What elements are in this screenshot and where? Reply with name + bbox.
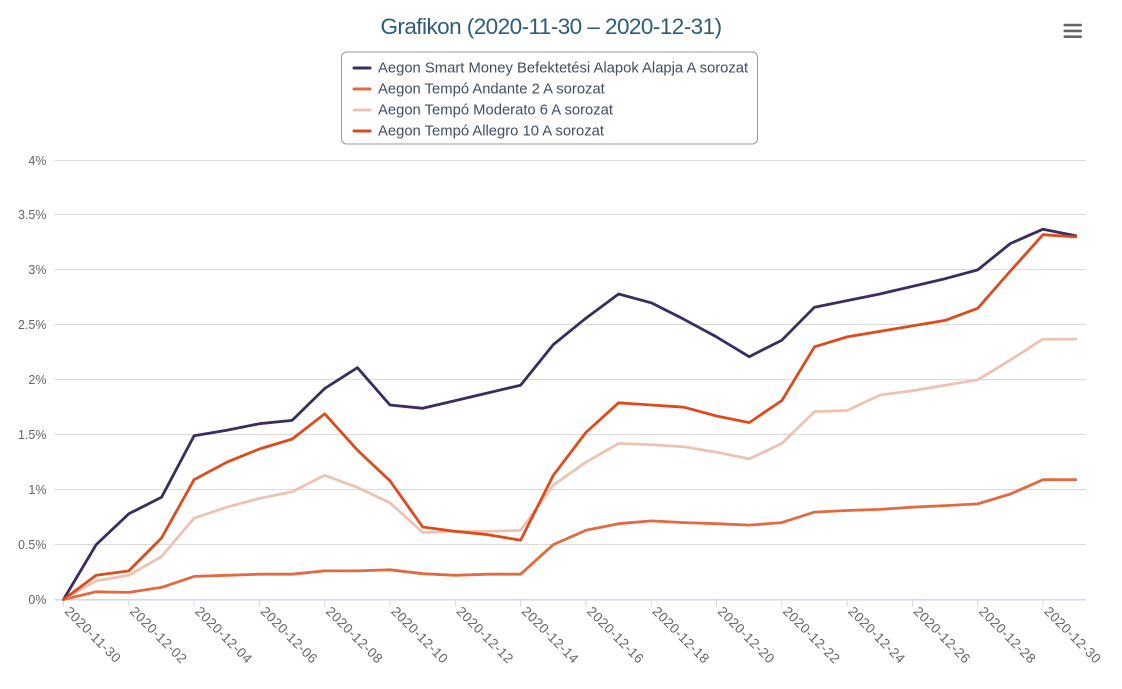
svg-text:3%: 3%: [28, 263, 46, 277]
svg-text:2%: 2%: [28, 373, 46, 387]
svg-text:Aegon Tempó Allegro 10 A soroz: Aegon Tempó Allegro 10 A sorozat: [378, 124, 604, 140]
svg-text:1.5%: 1.5%: [18, 428, 47, 442]
svg-text:Aegon Smart Money Befektetési: Aegon Smart Money Befektetési Alapok Ala…: [378, 61, 748, 77]
svg-text:0.5%: 0.5%: [18, 538, 47, 552]
svg-text:Grafikon (2020-11-30 – 2020-12: Grafikon (2020-11-30 – 2020-12-31): [380, 14, 721, 39]
svg-text:1%: 1%: [28, 483, 46, 497]
svg-text:0%: 0%: [28, 593, 46, 607]
svg-text:Aegon Tempó Moderato 6 A soroz: Aegon Tempó Moderato 6 A sorozat: [378, 103, 613, 119]
svg-text:2.5%: 2.5%: [18, 318, 47, 332]
svg-text:Aegon Tempó Andante 2 A soroza: Aegon Tempó Andante 2 A sorozat: [378, 82, 605, 98]
svg-text:4%: 4%: [28, 154, 46, 168]
svg-text:3.5%: 3.5%: [18, 208, 47, 222]
